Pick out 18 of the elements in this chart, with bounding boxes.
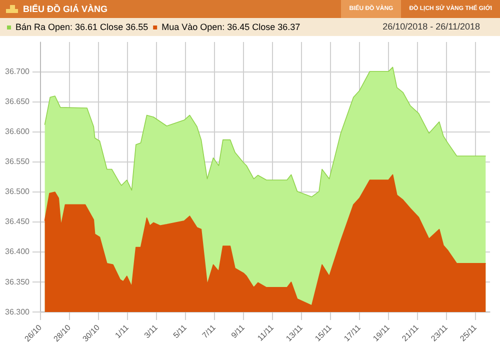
y-tick-label: 36.700 [5,67,30,76]
x-tick-label: 1/11 [113,322,131,340]
y-tick-label: 36.650 [5,97,30,106]
y-tick-label: 36.300 [5,307,30,316]
y-tick-label: 36.500 [5,187,30,196]
chart-title: BIỂU ĐỒ GIÁ VÀNG [23,4,108,14]
legend-label: Mua Vào Open: 36.45 Close 36.37 [162,22,300,32]
x-tick-label: 5/11 [171,322,189,340]
x-tick-label: 9/11 [229,322,247,340]
chart-subtitle: 26/10/2018 - 26/11/2018 [382,21,480,32]
legend-label: Bán Ra Open: 36.61 Close 36.55 [16,22,148,32]
y-tick-label: 36.350 [5,277,30,286]
y-tick-label: 36.550 [5,157,30,166]
y-tick-label: 36.600 [5,127,30,136]
y-tick-label: 36.450 [5,217,30,226]
x-tick-label: 7/11 [200,322,218,340]
y-tick-label: 36.400 [5,247,30,256]
x-tick-label: 3/11 [142,322,160,340]
